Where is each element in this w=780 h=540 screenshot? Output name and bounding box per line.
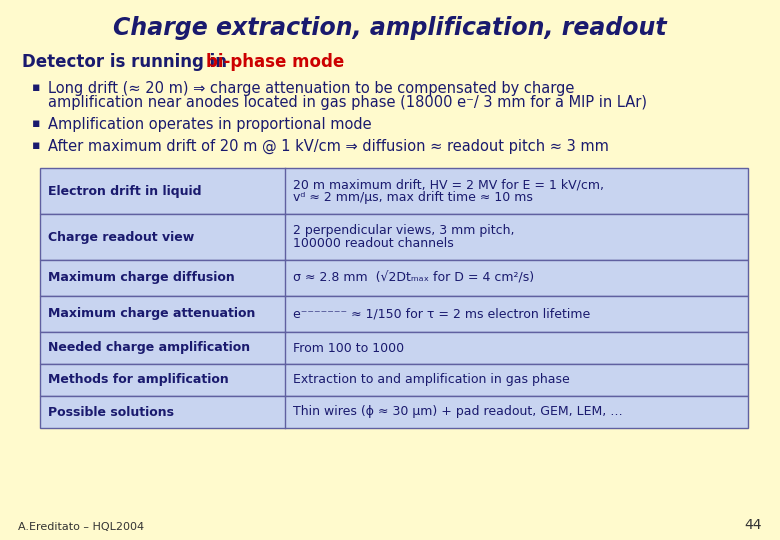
Text: Detector is running in: Detector is running in: [22, 53, 232, 71]
Text: Maximum charge attenuation: Maximum charge attenuation: [48, 307, 255, 321]
Text: A.Ereditato – HQL2004: A.Ereditato – HQL2004: [18, 522, 144, 532]
Text: 2 perpendicular views, 3 mm pitch,: 2 perpendicular views, 3 mm pitch,: [293, 224, 515, 237]
Text: 44: 44: [744, 518, 762, 532]
Text: e⁻⁻⁻⁻⁻⁻⁻ ≈ 1/150 for τ = 2 ms electron lifetime: e⁻⁻⁻⁻⁻⁻⁻ ≈ 1/150 for τ = 2 ms electron l…: [293, 307, 590, 321]
Bar: [40, 260, 748, 296]
Text: Maximum charge diffusion: Maximum charge diffusion: [48, 272, 235, 285]
Text: Possible solutions: Possible solutions: [48, 406, 174, 419]
Bar: [40, 168, 748, 214]
Text: bi-phase mode: bi-phase mode: [206, 53, 344, 71]
Text: vᵈ ≈ 2 mm/μs, max drift time ≈ 10 ms: vᵈ ≈ 2 mm/μs, max drift time ≈ 10 ms: [293, 191, 533, 204]
Text: Methods for amplification: Methods for amplification: [48, 374, 229, 387]
Text: Electron drift in liquid: Electron drift in liquid: [48, 185, 201, 198]
Text: ▪: ▪: [32, 81, 41, 94]
Bar: [40, 396, 748, 428]
Bar: [40, 332, 748, 364]
Text: Needed charge amplification: Needed charge amplification: [48, 341, 250, 354]
Text: 20 m maximum drift, HV = 2 MV for E = 1 kV/cm,: 20 m maximum drift, HV = 2 MV for E = 1 …: [293, 178, 604, 191]
Text: Charge readout view: Charge readout view: [48, 231, 194, 244]
Text: ▪: ▪: [32, 117, 41, 130]
Text: Long drift (≈ 20 m) ⇒ charge attenuation to be compensated by charge: Long drift (≈ 20 m) ⇒ charge attenuation…: [48, 81, 574, 96]
Text: 100000 readout channels: 100000 readout channels: [293, 237, 454, 250]
Text: Amplification operates in proportional mode: Amplification operates in proportional m…: [48, 117, 371, 132]
Text: Thin wires (ϕ ≈ 30 μm) + pad readout, GEM, LEM, …: Thin wires (ϕ ≈ 30 μm) + pad readout, GE…: [293, 406, 622, 419]
Bar: [40, 296, 748, 332]
Text: σ ≈ 2.8 mm  (√2Dtₘₐₓ for D = 4 cm²/s): σ ≈ 2.8 mm (√2Dtₘₐₓ for D = 4 cm²/s): [293, 272, 534, 285]
Text: After maximum drift of 20 m @ 1 kV/cm ⇒ diffusion ≈ readout pitch ≈ 3 mm: After maximum drift of 20 m @ 1 kV/cm ⇒ …: [48, 139, 609, 154]
Bar: [40, 364, 748, 396]
Text: ▪: ▪: [32, 139, 41, 152]
Text: Charge extraction, amplification, readout: Charge extraction, amplification, readou…: [113, 16, 667, 40]
Text: Extraction to and amplification in gas phase: Extraction to and amplification in gas p…: [293, 374, 569, 387]
Bar: [40, 214, 748, 260]
Text: amplification near anodes located in gas phase (18000 e⁻/ 3 mm for a MIP in LAr): amplification near anodes located in gas…: [48, 95, 647, 110]
Text: From 100 to 1000: From 100 to 1000: [293, 341, 404, 354]
